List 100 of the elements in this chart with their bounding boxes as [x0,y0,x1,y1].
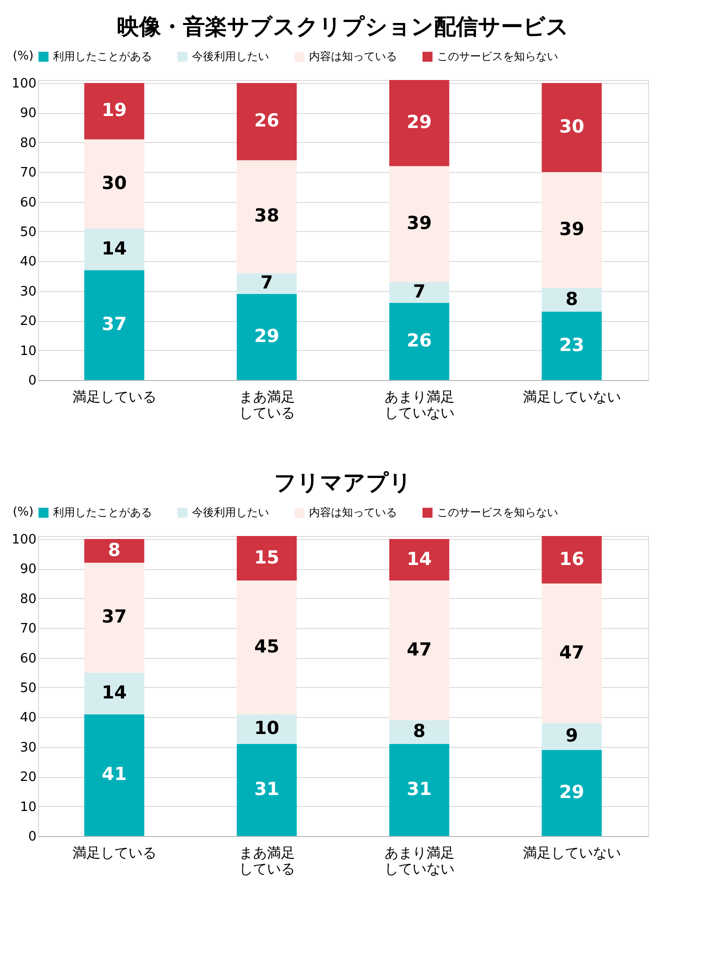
bar [542,312,602,380]
data-label: 39 [406,213,432,234]
bar [542,288,602,312]
data-label: 8 [412,721,426,742]
data-label: 37 [102,314,127,336]
y-tick-label: 80 [20,136,36,151]
data-label: 29 [559,782,584,803]
data-label: 47 [406,639,432,660]
chart-title: フリマアプリ [274,471,412,496]
y-tick-label: 100 [12,76,36,92]
data-label: 14 [102,682,127,704]
y-axis-title: (%) [12,504,34,518]
data-label: 31 [406,778,432,800]
x-tick-label: 満足していない [522,390,621,406]
legend-label: 内容は知っている [309,50,397,63]
bar [389,538,450,581]
data-label: 41 [102,764,127,786]
x-tick-label: 満足している [72,846,156,862]
y-tick-label: 0 [28,374,36,388]
data-label: 10 [254,718,280,740]
data-label: 15 [254,547,280,568]
legend-label: 今後利用したい [192,50,269,63]
bar [542,750,602,836]
legend-label: 今後利用したい [192,506,269,519]
data-label: 47 [559,642,584,664]
bar [389,166,450,282]
bar [236,536,297,581]
y-tick-label: 70 [20,622,36,637]
y-tick-label: 60 [20,651,36,666]
legend-label: 内容は知っている [309,506,397,519]
bar [542,82,602,172]
x-tick-label: 満足していない [522,846,621,862]
bar [236,273,297,294]
data-label: 16 [559,548,584,570]
x-tick-label: あまり満足していない [384,846,454,878]
data-label: 8 [565,288,578,310]
data-label: 29 [406,112,432,134]
data-label: 14 [102,238,127,260]
bar [389,744,450,836]
y-tick-label: 20 [20,314,36,330]
y-tick-label: 50 [20,680,36,696]
bar [389,302,450,380]
legend-label: このサービスを知らない [437,50,558,63]
y-tick-label: 80 [20,592,36,607]
bar [236,580,297,714]
data-label: 7 [412,281,426,302]
bar [389,282,450,303]
bar [84,82,144,140]
y-tick-label: 10 [20,800,36,815]
data-label: 26 [406,330,432,352]
y-tick-label: 0 [28,830,36,844]
data-label: 30 [102,172,127,194]
y-tick-label: 60 [20,195,36,210]
x-tick-label: まあ満足している [238,390,295,422]
y-tick-label: 40 [20,254,36,270]
y-tick-label: 70 [20,166,36,181]
bar [84,139,144,229]
data-label: 45 [254,636,280,658]
bar [542,723,602,750]
legend-label: 利用したことがある [53,50,152,63]
data-label: 8 [108,540,121,561]
bar [389,720,450,744]
y-tick-label: 90 [20,106,36,122]
data-label: 38 [254,206,280,227]
y-tick-label: 10 [20,344,36,359]
y-tick-label: 100 [12,532,36,548]
bar [542,584,602,724]
data-label: 30 [559,116,584,138]
bar [84,270,144,380]
data-label: 39 [559,219,584,240]
legend-label: このサービスを知らない [437,506,558,519]
y-tick-label: 40 [20,710,36,726]
bar [389,80,450,166]
bar [236,714,297,744]
x-tick-label: あまり満足していない [384,390,454,422]
y-tick-label: 50 [20,224,36,240]
data-label: 19 [102,100,127,122]
bar [84,538,144,563]
bar [389,580,450,720]
data-label: 14 [406,548,432,570]
x-tick-label: 満足している [72,390,156,406]
legend-label: 利用したことがある [53,506,152,519]
x-tick-label: まあ満足している [238,846,295,878]
data-label: 23 [559,334,584,356]
data-label: 9 [565,725,578,746]
data-label: 31 [254,778,280,800]
data-label: 37 [102,606,127,628]
bar [84,714,144,836]
bar [84,562,144,673]
bar [542,172,602,288]
data-label: 26 [254,110,280,132]
data-label: 7 [260,272,274,294]
bar [84,228,144,270]
bar [236,744,297,836]
y-tick-label: 30 [20,740,36,756]
bar [84,672,144,714]
bar [236,294,297,380]
data-label: 29 [254,326,280,347]
y-tick-label: 20 [20,770,36,786]
y-axis-title: (%) [12,48,34,62]
